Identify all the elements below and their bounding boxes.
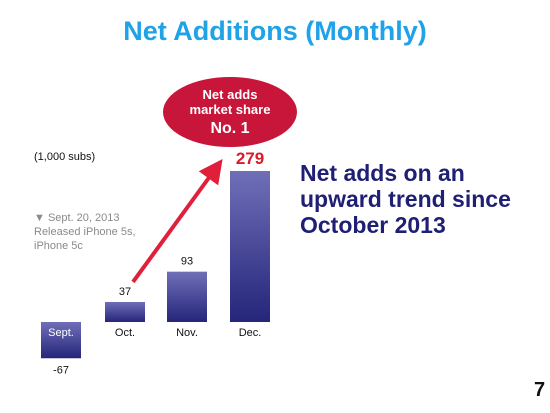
release-note-line: Released iPhone 5s, (34, 226, 136, 238)
bar-oct (105, 301, 145, 322)
key-message: Net adds on an upward trend since Octobe… (300, 160, 520, 238)
key-message-line: Net adds on an (300, 160, 465, 186)
data-label: -67 (53, 364, 69, 376)
bar-dec (230, 171, 270, 322)
release-note-line: iPhone 5c (34, 240, 83, 252)
bar-nov (167, 271, 207, 322)
x-tick-label: Sept. (48, 327, 74, 339)
data-label: 93 (181, 256, 193, 268)
x-tick-label: Dec. (239, 327, 262, 339)
x-tick-label: Nov. (176, 327, 198, 339)
page-number: 7 (534, 379, 546, 401)
data-label: 279 (236, 149, 264, 168)
slide-title: Net Additions (Monthly) (123, 16, 427, 46)
data-label: 37 (119, 286, 131, 298)
key-message-line: October 2013 (300, 212, 446, 238)
badge-line: No. 1 (210, 120, 249, 137)
key-message-line: upward trend since (300, 186, 511, 212)
badge-line: market share (190, 102, 271, 117)
badge-line: Net adds (203, 87, 258, 102)
x-tick-label: Oct. (115, 327, 135, 339)
units-label: (1,000 subs) (34, 151, 96, 163)
bar-sept (41, 322, 81, 359)
market-share-badge: Net adds market share No. 1 (163, 77, 297, 147)
release-note: ▼ Sept. 20, 2013 Released iPhone 5s, iPh… (34, 211, 136, 253)
release-note-line: ▼ Sept. 20, 2013 (34, 212, 120, 224)
trend-arrow (131, 158, 223, 284)
